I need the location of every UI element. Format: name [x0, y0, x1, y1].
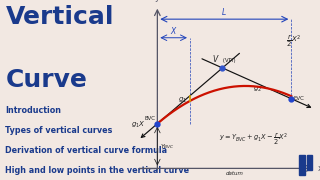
- Text: (VPI): (VPI): [221, 58, 236, 63]
- Text: Curve: Curve: [5, 68, 87, 92]
- Text: $X$: $X$: [170, 25, 178, 36]
- Text: BVC: BVC: [144, 116, 155, 121]
- Text: $L$: $L$: [221, 6, 227, 17]
- Text: High and low points in the vertical curve: High and low points in the vertical curv…: [5, 166, 189, 175]
- Bar: [307, 155, 312, 170]
- Text: $g_1X$: $g_1X$: [131, 120, 145, 130]
- Text: $Y_{BVC}$: $Y_{BVC}$: [160, 142, 175, 151]
- Bar: [299, 155, 306, 175]
- Text: EVC: EVC: [294, 96, 305, 101]
- Text: x: x: [318, 164, 320, 173]
- Text: y: y: [155, 0, 160, 2]
- Text: Types of vertical curves: Types of vertical curves: [5, 126, 113, 135]
- Text: $g_2$: $g_2$: [253, 85, 262, 94]
- Text: datum: datum: [226, 171, 244, 176]
- Text: $y = Y_{BVC} + g_1X - \dfrac{r}{2}X^2$: $y = Y_{BVC} + g_1X - \dfrac{r}{2}X^2$: [219, 131, 287, 147]
- Text: $\dfrac{r}{2}X^2$: $\dfrac{r}{2}X^2$: [286, 33, 301, 49]
- Text: Vertical: Vertical: [5, 5, 114, 29]
- Text: $g_1$: $g_1$: [178, 96, 187, 105]
- Text: $V$: $V$: [212, 53, 219, 64]
- Text: Derivation of vertical curve formula: Derivation of vertical curve formula: [5, 146, 167, 155]
- Text: Introduction: Introduction: [5, 106, 61, 115]
